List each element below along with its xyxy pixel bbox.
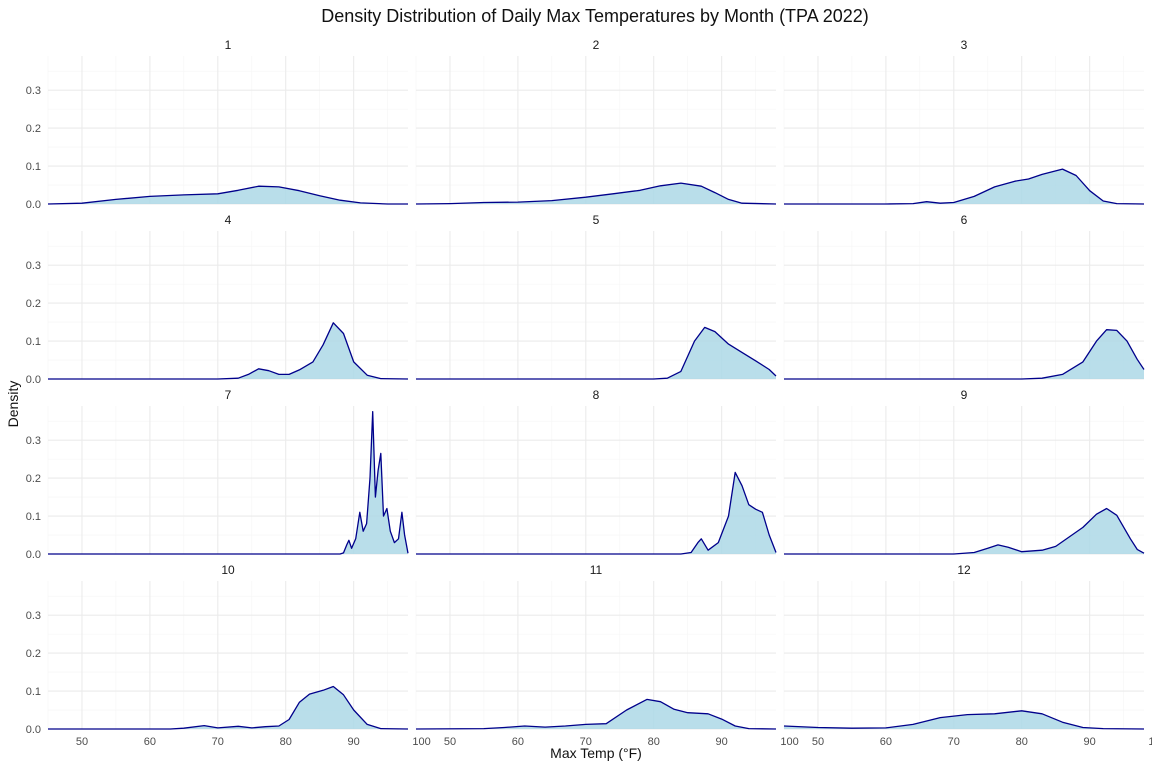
density-area <box>416 183 776 204</box>
density-line <box>47 185 408 205</box>
density-line <box>48 411 409 555</box>
facet-strip-label: 2 <box>593 38 600 52</box>
facet-panel-4: 4 0.0 0.1 0.2 0.3 <box>26 213 409 386</box>
density-area <box>48 322 408 379</box>
x-tick-label: 80 <box>648 736 660 748</box>
facet-strip-label: 10 <box>221 563 235 577</box>
x-tick-label: 80 <box>1016 736 1028 748</box>
density-line <box>415 182 777 205</box>
density-line <box>784 168 1145 205</box>
x-tick-label: 60 <box>880 736 892 748</box>
y-tick-label: 0.1 <box>26 161 41 173</box>
x-tick-label: 80 <box>280 736 292 748</box>
x-tick-label: 70 <box>948 736 960 748</box>
facet-strip-label: 1 <box>225 38 232 52</box>
density-line <box>784 507 1145 555</box>
x-axis-title: Max Temp (°F) <box>550 745 642 761</box>
x-tick-label: 90 <box>716 736 728 748</box>
x-tick-label: 50 <box>444 736 456 748</box>
x-tick-label: 90 <box>348 736 360 748</box>
density-line <box>48 322 409 380</box>
y-tick-label: 0.1 <box>26 686 41 698</box>
y-tick-label: 0.0 <box>26 374 41 386</box>
density-line <box>783 710 1145 730</box>
x-tick-label: 70 <box>580 736 592 748</box>
y-tick-label: 0.2 <box>26 298 41 310</box>
facet-panels: 1 0.0 0.1 0.2 0.3 2 3 4 0.0 0.1 0.2 0.3 5 6 7 0.0 0.1 0.2… <box>26 38 1152 748</box>
density-area <box>416 472 776 554</box>
density-area <box>48 186 408 204</box>
facet-strip-label: 3 <box>961 38 968 52</box>
density-line <box>784 329 1145 380</box>
x-tick-label: 70 <box>212 736 224 748</box>
facet-strip-label: 4 <box>225 213 232 227</box>
x-tick-label: 100 <box>1148 736 1152 748</box>
x-tick-label: 60 <box>512 736 524 748</box>
density-area <box>784 508 1144 554</box>
density-area <box>784 329 1144 379</box>
density-area <box>48 686 408 729</box>
facet-panel-7: 7 0.0 0.1 0.2 0.3 <box>26 388 409 561</box>
facet-panel-6: 6 <box>783 213 1145 380</box>
y-tick-label: 0.0 <box>26 724 41 736</box>
density-line <box>415 698 777 730</box>
density-line <box>48 685 409 730</box>
facet-strip-label: 7 <box>225 388 232 402</box>
density-area <box>416 327 776 379</box>
y-tick-label: 0.2 <box>26 123 41 135</box>
facet-strip-label: 9 <box>961 388 968 402</box>
x-tick-label: 50 <box>76 736 88 748</box>
facet-strip-label: 11 <box>590 563 603 577</box>
y-tick-label: 0.3 <box>26 435 41 447</box>
x-tick-label: 90 <box>1084 736 1096 748</box>
x-tick-label: 50 <box>812 736 824 748</box>
facet-strip-label: 6 <box>961 213 968 227</box>
chart-title: Density Distribution of Daily Max Temper… <box>321 6 869 26</box>
facet-panel-8: 8 <box>415 388 777 555</box>
facet-strip-label: 5 <box>593 213 600 227</box>
y-tick-label: 0.0 <box>26 549 41 561</box>
y-tick-label: 0.2 <box>26 648 41 660</box>
facet-panel-11: 11 50 60 70 80 90 100 <box>415 563 799 748</box>
facet-strip-label: 12 <box>957 563 971 577</box>
x-tick-label: 100 <box>780 736 798 748</box>
y-tick-label: 0.1 <box>26 511 41 523</box>
facet-panel-10: 10 0.0 0.1 0.2 0.3 50 60 70 80 90 100 <box>26 563 431 748</box>
y-axis-title: Density <box>5 381 21 428</box>
x-tick-label: 100 <box>412 736 430 748</box>
facet-panel-12: 12 50 60 70 80 90 100 <box>783 563 1152 748</box>
facet-panel-3: 3 <box>783 38 1145 205</box>
density-area <box>784 710 1144 729</box>
y-tick-label: 0.0 <box>26 199 41 211</box>
y-tick-label: 0.3 <box>26 610 41 622</box>
facet-panel-2: 2 <box>415 38 777 205</box>
y-tick-label: 0.3 <box>26 260 41 272</box>
density-area <box>416 699 776 729</box>
facet-panel-9: 9 <box>783 388 1145 555</box>
y-tick-label: 0.1 <box>26 336 41 348</box>
density-area <box>784 169 1144 204</box>
density-line <box>416 471 777 555</box>
x-tick-label: 60 <box>144 736 156 748</box>
y-tick-label: 0.3 <box>26 85 41 97</box>
density-line <box>416 326 777 380</box>
facet-panel-1: 1 0.0 0.1 0.2 0.3 <box>26 38 408 211</box>
y-tick-label: 0.2 <box>26 473 41 485</box>
facet-strip-label: 8 <box>593 388 600 402</box>
density-area <box>48 411 408 554</box>
facet-panel-5: 5 <box>415 213 777 380</box>
